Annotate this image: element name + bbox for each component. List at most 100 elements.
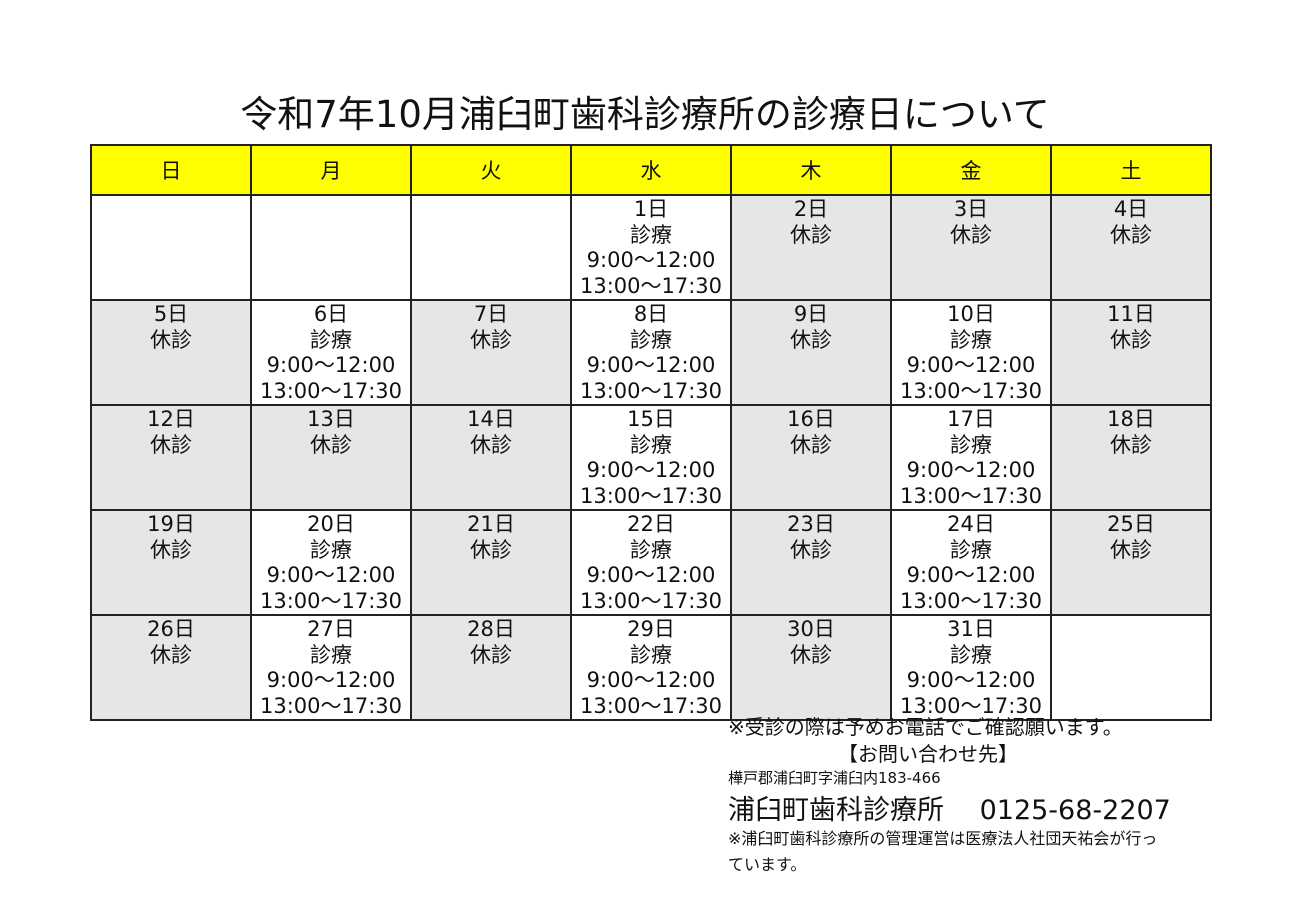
day-status: 休診 bbox=[470, 327, 512, 352]
weekday-header: 日 bbox=[90, 144, 252, 196]
day-status: 休診 bbox=[790, 222, 832, 247]
day-cell: 19日 休診 bbox=[90, 509, 252, 616]
day-number: 26日 bbox=[147, 617, 195, 641]
day-status: 診療 bbox=[630, 432, 672, 457]
clinic-hours: 9:00〜12:00 bbox=[906, 353, 1036, 377]
day-number: 5日 bbox=[153, 302, 189, 326]
day-status: 休診 bbox=[150, 537, 192, 562]
day-number: 21日 bbox=[467, 512, 515, 536]
day-status: 診療 bbox=[630, 327, 672, 352]
day-status: 休診 bbox=[790, 642, 832, 667]
day-number: 30日 bbox=[787, 617, 835, 641]
day-status: 休診 bbox=[1110, 432, 1152, 457]
day-status: 休診 bbox=[790, 537, 832, 562]
day-cell: 12日 休診 bbox=[90, 404, 252, 511]
clinic-contact: 浦臼町歯科診療所 0125-68-2207 bbox=[728, 788, 1171, 827]
day-cell: 10日 診療 9:00〜12:00 13:00〜17:30 bbox=[890, 299, 1052, 406]
empty-day-cell bbox=[250, 194, 412, 301]
day-status: 休診 bbox=[950, 222, 992, 247]
clinic-hours: 13:00〜17:30 bbox=[899, 588, 1043, 613]
day-status: 休診 bbox=[150, 642, 192, 667]
weekday-header-row: 日月火水木金土 bbox=[90, 144, 1212, 196]
day-cell: 7日 休診 bbox=[410, 299, 572, 406]
day-number: 3日 bbox=[953, 197, 989, 221]
empty-day-cell bbox=[410, 194, 572, 301]
day-cell: 15日 診療 9:00〜12:00 13:00〜17:30 bbox=[570, 404, 732, 511]
day-cell: 14日 休診 bbox=[410, 404, 572, 511]
calendar-week-row: 12日 休診 13日 休診 14日 休診 15日 診療 9:00〜12:00 13:00〜17:3… bbox=[90, 404, 1212, 511]
day-number: 27日 bbox=[307, 617, 355, 641]
calendar-week-row: 1日 診療 9:00〜12:00 13:00〜17:30 2日 休診 3日 休診 4日 休診 bbox=[90, 194, 1212, 301]
weekday-header: 月 bbox=[250, 144, 412, 196]
clinic-hours: 13:00〜17:30 bbox=[579, 588, 723, 613]
day-number: 18日 bbox=[1107, 407, 1155, 431]
day-number: 16日 bbox=[787, 407, 835, 431]
day-cell: 1日 診療 9:00〜12:00 13:00〜17:30 bbox=[570, 194, 732, 301]
clinic-hours: 9:00〜12:00 bbox=[906, 668, 1036, 692]
calendar-table: 日月火水木金土 1日 診療 9:00〜12:00 13:00〜17:30 2日 休診 3日休… bbox=[90, 144, 1212, 721]
clinic-hours: 13:00〜17:30 bbox=[259, 378, 403, 403]
clinic-hours: 9:00〜12:00 bbox=[266, 668, 396, 692]
day-number: 17日 bbox=[947, 407, 995, 431]
day-number: 10日 bbox=[947, 302, 995, 326]
clinic-hours: 9:00〜12:00 bbox=[586, 353, 716, 377]
management-note: ※浦臼町歯科診療所の管理運営は医療法人社団天祐会が行っています。 bbox=[728, 829, 1158, 874]
day-cell: 26日 休診 bbox=[90, 614, 252, 721]
day-cell: 17日 診療 9:00〜12:00 13:00〜17:30 bbox=[890, 404, 1052, 511]
address: 樺戸郡浦臼町字浦臼内183-466 bbox=[728, 769, 941, 787]
day-status: 診療 bbox=[630, 537, 672, 562]
day-cell: 8日 診療 9:00〜12:00 13:00〜17:30 bbox=[570, 299, 732, 406]
weekday-header: 土 bbox=[1050, 144, 1212, 196]
contact-heading: 【お問い合わせ先】 bbox=[838, 742, 1018, 766]
day-status: 休診 bbox=[1110, 327, 1152, 352]
clinic-hours: 9:00〜12:00 bbox=[586, 563, 716, 587]
day-status: 休診 bbox=[1110, 222, 1152, 247]
phone-number: 0125-68-2207 bbox=[979, 795, 1171, 826]
clinic-hours: 9:00〜12:00 bbox=[586, 668, 716, 692]
day-status: 診療 bbox=[310, 537, 352, 562]
day-cell: 29日 診療 9:00〜12:00 13:00〜17:30 bbox=[570, 614, 732, 721]
weekday-header: 金 bbox=[890, 144, 1052, 196]
day-number: 8日 bbox=[633, 302, 669, 326]
weekday-header: 火 bbox=[410, 144, 572, 196]
clinic-hours: 9:00〜12:00 bbox=[266, 563, 396, 587]
day-number: 4日 bbox=[1113, 197, 1149, 221]
day-cell: 5日 休診 bbox=[90, 299, 252, 406]
calendar-week-row: 5日 休診 6日 診療 9:00〜12:00 13:00〜17:30 7日 休診 8日 診療 9:0… bbox=[90, 299, 1212, 406]
day-cell: 2日 休診 bbox=[730, 194, 892, 301]
day-number: 7日 bbox=[473, 302, 509, 326]
day-number: 28日 bbox=[467, 617, 515, 641]
day-status: 休診 bbox=[1110, 537, 1152, 562]
day-number: 29日 bbox=[627, 617, 675, 641]
day-status: 休診 bbox=[150, 327, 192, 352]
day-number: 12日 bbox=[147, 407, 195, 431]
clinic-hours: 9:00〜12:00 bbox=[266, 353, 396, 377]
day-number: 9日 bbox=[793, 302, 829, 326]
clinic-hours: 13:00〜17:30 bbox=[259, 693, 403, 718]
clinic-hours: 9:00〜12:00 bbox=[586, 458, 716, 482]
day-cell: 11日 休診 bbox=[1050, 299, 1212, 406]
clinic-hours: 13:00〜17:30 bbox=[579, 378, 723, 403]
calendar-week-row: 26日 休診 27日 診療 9:00〜12:00 13:00〜17:30 28日 休診 29日診… bbox=[90, 614, 1212, 721]
day-number: 11日 bbox=[1107, 302, 1155, 326]
clinic-hours: 13:00〜17:30 bbox=[579, 483, 723, 508]
day-number: 6日 bbox=[313, 302, 349, 326]
day-status: 診療 bbox=[950, 432, 992, 457]
clinic-hours: 13:00〜17:30 bbox=[899, 378, 1043, 403]
day-status: 診療 bbox=[950, 537, 992, 562]
day-status: 診療 bbox=[630, 222, 672, 247]
day-cell: 16日 休診 bbox=[730, 404, 892, 511]
calendar-week-row: 19日 休診 20日 診療 9:00〜12:00 13:00〜17:30 21日 休診 22日診… bbox=[90, 509, 1212, 616]
clinic-hours: 13:00〜17:30 bbox=[899, 693, 1043, 718]
day-status: 診療 bbox=[630, 642, 672, 667]
clinic-hours: 9:00〜12:00 bbox=[906, 458, 1036, 482]
day-number: 31日 bbox=[947, 617, 995, 641]
day-status: 診療 bbox=[310, 642, 352, 667]
clinic-hours: 9:00〜12:00 bbox=[586, 248, 716, 272]
day-cell: 13日 休診 bbox=[250, 404, 412, 511]
call-ahead-note: ※受診の際は予めお電話でご確認願います。 bbox=[728, 715, 1123, 739]
day-cell: 20日 診療 9:00〜12:00 13:00〜17:30 bbox=[250, 509, 412, 616]
day-status: 診療 bbox=[310, 327, 352, 352]
clinic-hours: 13:00〜17:30 bbox=[259, 588, 403, 613]
day-number: 13日 bbox=[307, 407, 355, 431]
